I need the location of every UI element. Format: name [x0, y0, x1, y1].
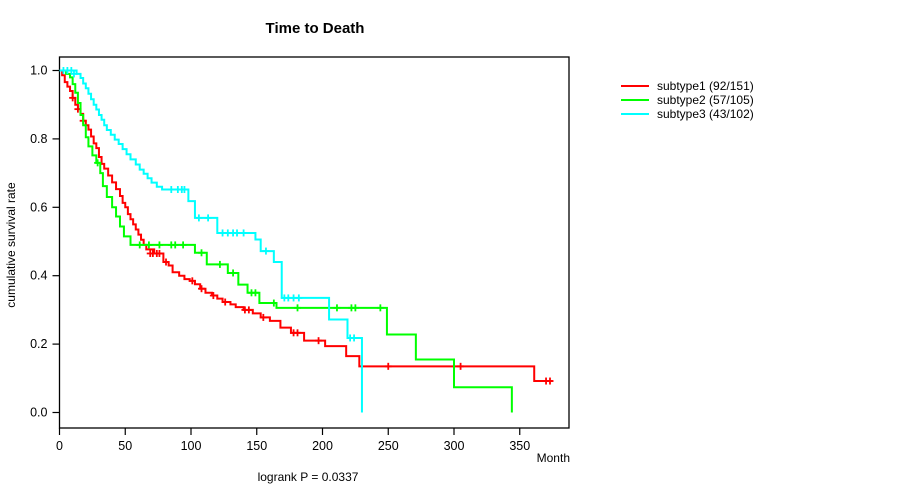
y-axis-label: cumulative survival rate [4, 182, 18, 308]
survival-curve-subtype3 [59, 69, 363, 413]
legend-item-subtype1: subtype1 (92/151) [621, 79, 754, 93]
x-tick-label: 250 [378, 439, 399, 453]
legend-label-subtype1: subtype1 (92/151) [657, 79, 754, 93]
legend: subtype1 (92/151) subtype2 (57/105) subt… [621, 79, 754, 121]
y-tick-label: 0.4 [30, 269, 47, 283]
x-tick-label: 150 [246, 439, 267, 453]
logrank-pvalue: logrank P = 0.0337 [257, 470, 359, 484]
x-tick-label: 200 [312, 439, 333, 453]
x-axis-label: Month [536, 451, 570, 465]
y-tick-label: 1.0 [30, 64, 47, 78]
x-tick-label: 100 [181, 439, 202, 453]
y-tick-label: 0.8 [30, 132, 47, 146]
legend-item-subtype2: subtype2 (57/105) [621, 93, 754, 107]
legend-label-subtype3: subtype3 (43/102) [657, 107, 754, 121]
legend-line-subtype2-icon [621, 99, 649, 101]
survival-curve-subtype2 [59, 69, 513, 413]
y-tick-label: 0.0 [30, 406, 47, 420]
x-tick-label: 350 [509, 439, 530, 453]
x-tick-label: 300 [444, 439, 465, 453]
legend-item-subtype3: subtype3 (43/102) [621, 107, 754, 121]
x-tick-label: 0 [56, 439, 63, 453]
plot-box [58, 56, 570, 429]
x-tick-label: 50 [118, 439, 132, 453]
y-tick-label: 0.6 [30, 200, 47, 214]
chart-title: Time to Death [265, 20, 365, 37]
legend-label-subtype2: subtype2 (57/105) [657, 93, 754, 107]
survival-curve-subtype1 [59, 69, 553, 383]
y-tick-label: 0.2 [30, 337, 47, 351]
legend-line-subtype3-icon [621, 113, 649, 115]
legend-line-subtype1-icon [621, 85, 649, 87]
